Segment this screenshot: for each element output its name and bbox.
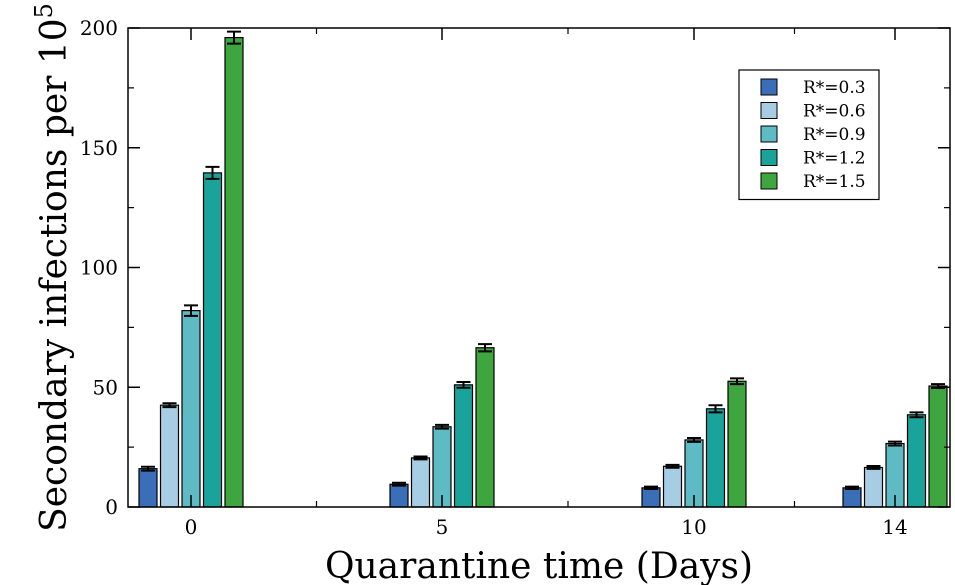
y-tick-label: 50 bbox=[93, 375, 118, 399]
bar bbox=[224, 36, 244, 508]
error-bar bbox=[392, 481, 406, 487]
y-tick-label: 150 bbox=[80, 136, 118, 160]
bar bbox=[842, 487, 862, 508]
bar bbox=[410, 457, 431, 508]
bar bbox=[705, 408, 726, 508]
y-tick-label: 200 bbox=[80, 16, 118, 40]
y-tick-label: 0 bbox=[105, 495, 118, 519]
error-bar bbox=[845, 485, 859, 491]
error-bar bbox=[162, 402, 177, 409]
bars-layer bbox=[138, 30, 948, 508]
x-tick-label: 14 bbox=[882, 515, 907, 539]
legend-label: R*=0.9 bbox=[803, 125, 866, 145]
bar bbox=[863, 466, 884, 508]
error-bar bbox=[665, 463, 680, 469]
error-bar bbox=[730, 377, 744, 386]
bar bbox=[138, 468, 158, 508]
bar bbox=[432, 426, 452, 508]
legend-swatch bbox=[760, 149, 778, 166]
error-bar bbox=[435, 423, 449, 430]
error-bar bbox=[205, 165, 220, 180]
x-tick-label: 5 bbox=[436, 515, 449, 539]
y-axis-title-main: Secondary infections per 10 bbox=[34, 18, 75, 532]
legend-swatch bbox=[760, 78, 778, 96]
legend-swatch bbox=[760, 102, 778, 119]
x-tick-label: 0 bbox=[185, 515, 198, 539]
bar bbox=[159, 404, 180, 508]
y-tick-label: 100 bbox=[80, 256, 118, 280]
error-bar bbox=[866, 465, 881, 470]
legend: R*=0.3 R*=0.6 R*=0.9 R*=1.2 R*=1.5 bbox=[738, 69, 880, 201]
bar bbox=[641, 487, 661, 508]
error-bar bbox=[687, 437, 701, 443]
error-bar bbox=[456, 380, 471, 389]
bar bbox=[906, 414, 927, 508]
ticks-layer: 0 50 100 150 200 0 5 10 14 bbox=[80, 16, 950, 539]
bar bbox=[181, 310, 201, 508]
x-tick-label: 10 bbox=[681, 515, 706, 539]
legend-label: R*=0.6 bbox=[803, 102, 866, 122]
error-bar bbox=[141, 465, 155, 472]
bar bbox=[453, 384, 474, 508]
x-axis-title: Quarantine time (Days) bbox=[325, 546, 753, 585]
error-bar bbox=[644, 485, 658, 491]
error-bar bbox=[708, 404, 723, 414]
bar bbox=[389, 483, 409, 508]
bar bbox=[662, 465, 683, 508]
legend-swatch bbox=[760, 172, 778, 190]
legend-label: R*=1.2 bbox=[803, 149, 866, 169]
legend-label: R*=0.3 bbox=[803, 78, 866, 98]
bar bbox=[727, 380, 747, 508]
legend-swatch bbox=[760, 125, 778, 143]
legend-label: R*=1.5 bbox=[803, 172, 866, 192]
error-bar bbox=[909, 411, 924, 419]
bar bbox=[475, 347, 495, 508]
y-axis-title-superscript: 5 bbox=[30, 3, 58, 18]
error-bar bbox=[478, 343, 492, 353]
error-bar bbox=[888, 440, 902, 447]
y-axis-title: Secondary infections per 105 bbox=[30, 3, 75, 532]
bar bbox=[202, 172, 223, 508]
error-bar bbox=[413, 455, 428, 461]
error-bar bbox=[227, 30, 241, 45]
error-bar bbox=[184, 304, 198, 317]
